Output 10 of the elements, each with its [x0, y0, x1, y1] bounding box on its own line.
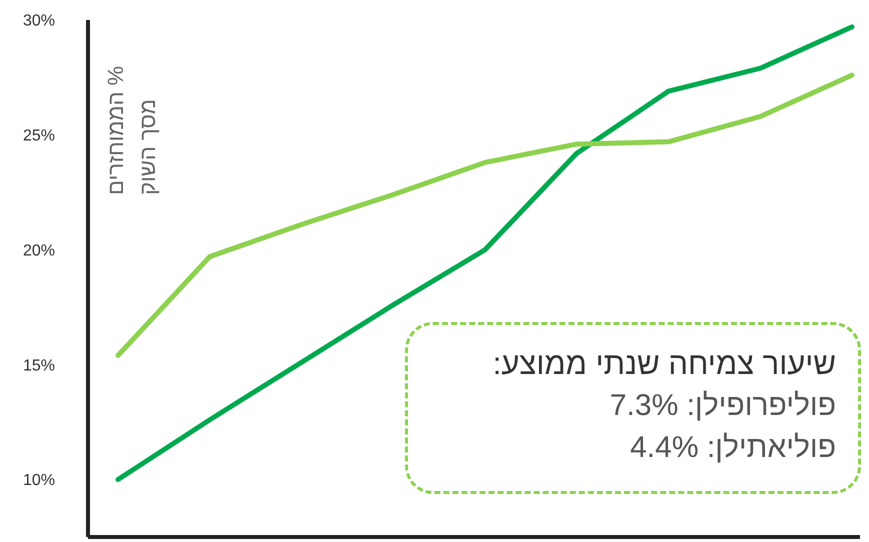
y-tick-label: 20%: [22, 242, 55, 260]
y-axis-title: % הממוחזרים מסך השוק: [102, 64, 161, 195]
annotation: פוליפרופילן: 7.3%: [608, 388, 836, 424]
y-tick-label: 15%: [22, 357, 55, 374]
annotation: פוליאתילן: 4.4%: [629, 430, 836, 466]
note-frame: שיעור צמיחה שנתי ממוצע: פוליפרופילן: 7.3% פוליאתילן: 4.4%: [405, 322, 861, 494]
y-tick-label: 30%: [22, 12, 55, 30]
annotation: שיעור צמיחה שנתי ממוצע:: [492, 345, 836, 383]
y-tick-label: 10%: [22, 472, 55, 490]
y-tick-label: 25%: [22, 128, 55, 145]
